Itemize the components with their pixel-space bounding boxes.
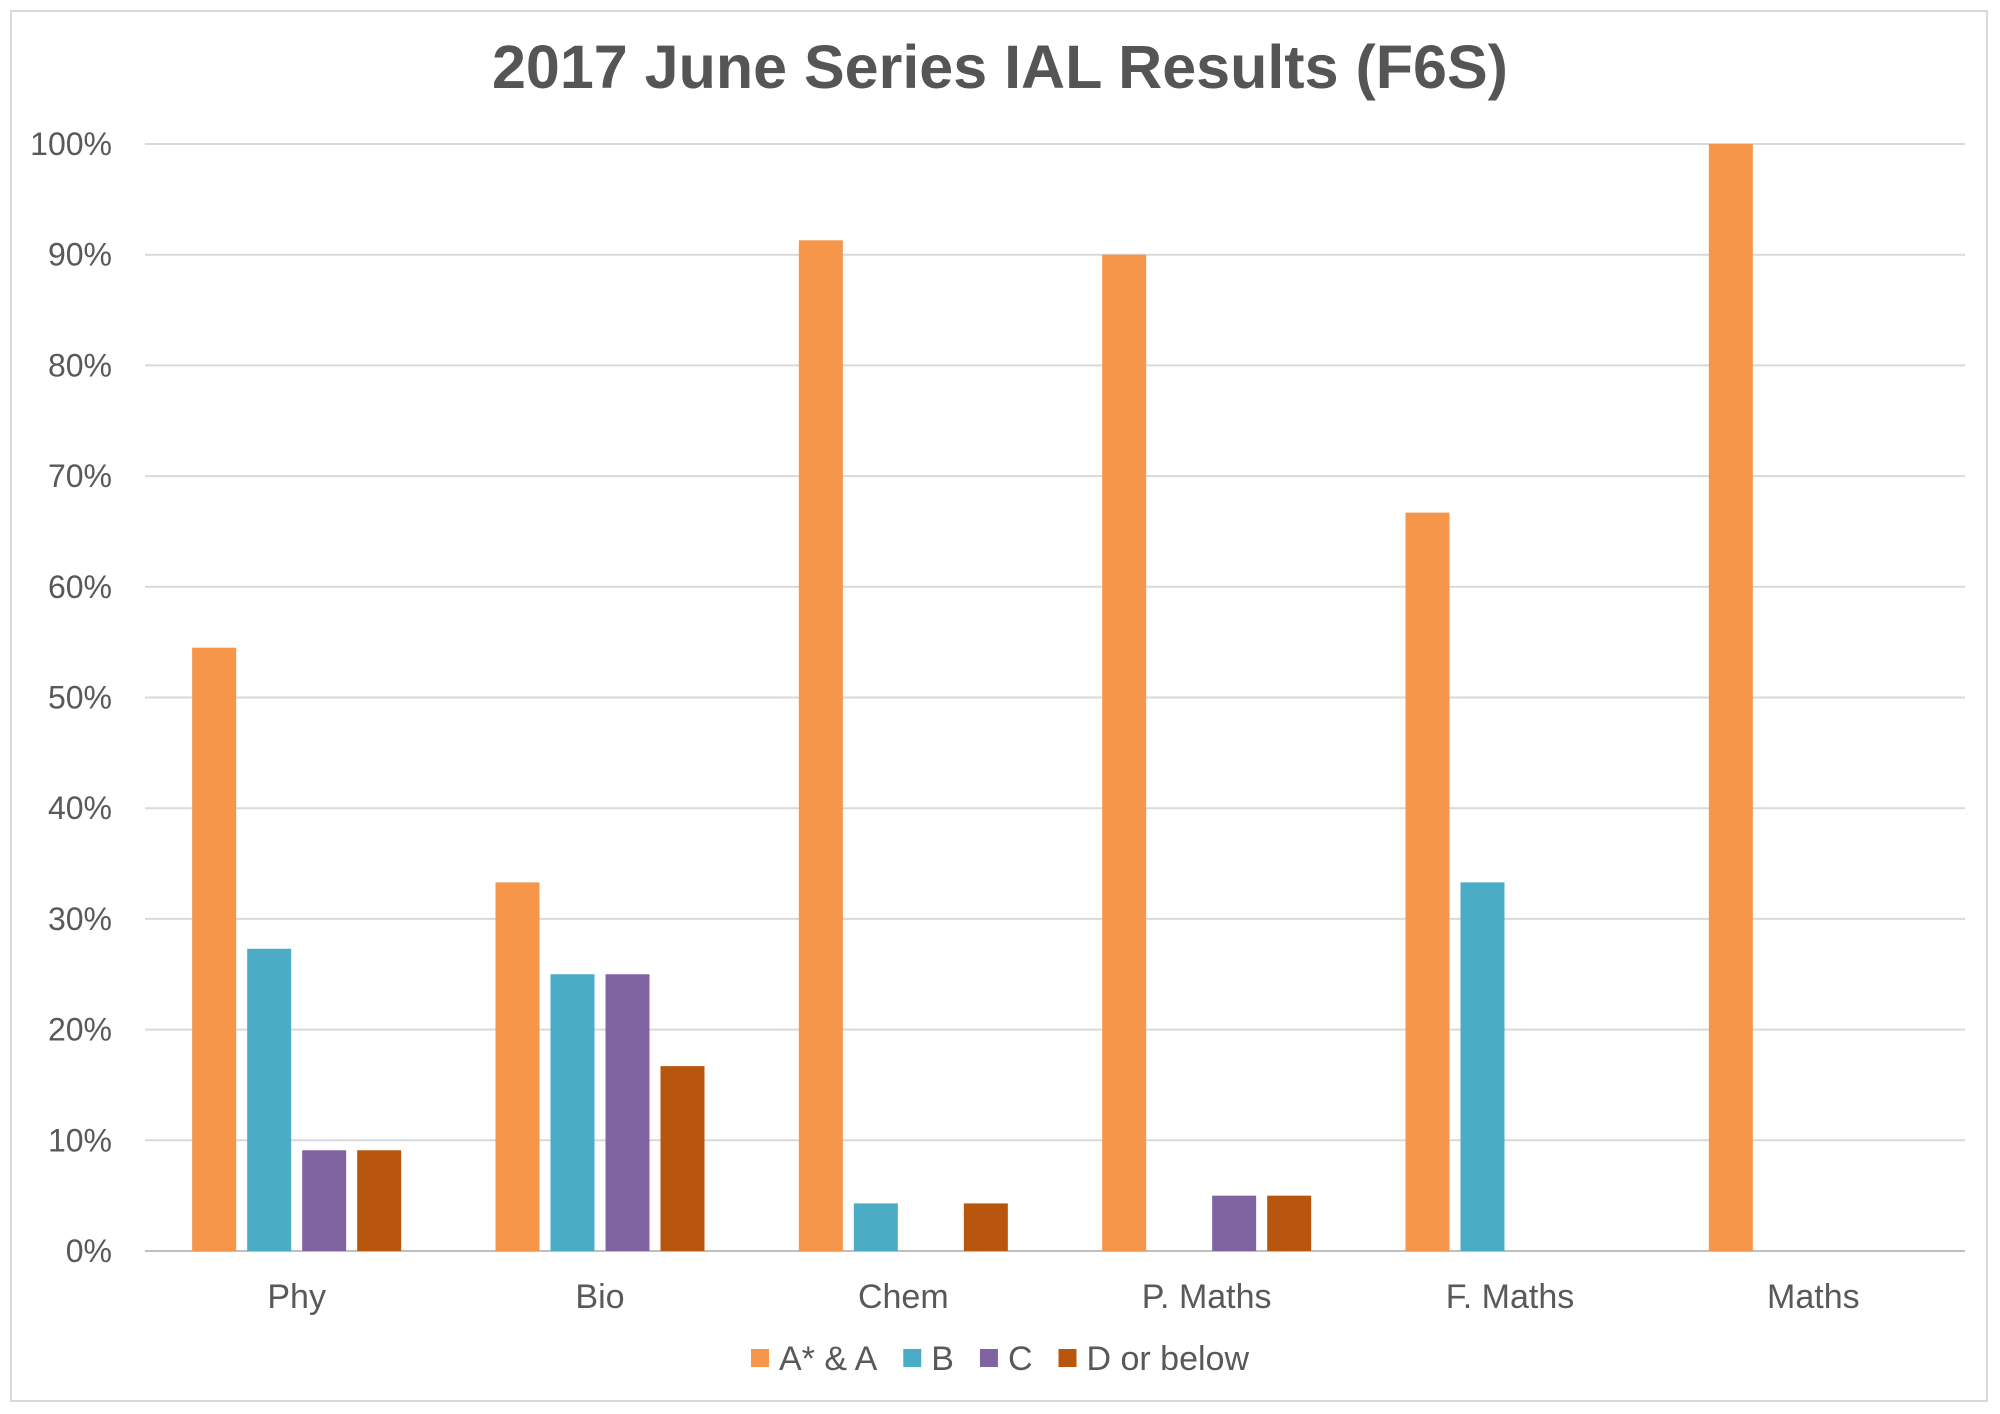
legend-swatch xyxy=(979,1349,998,1367)
legend-swatch xyxy=(1058,1349,1077,1367)
bar-chem-a-a xyxy=(798,240,843,1251)
bar-bio-d-or-below xyxy=(660,1066,705,1251)
x-category-label: Bio xyxy=(575,1278,624,1316)
legend-label: B xyxy=(931,1340,954,1378)
y-axis-ticks: 0% 10% 20% 30% 40% 50% 60% 70% 80% 90% 100% xyxy=(30,126,112,1269)
y-tick-label: 80% xyxy=(48,347,112,383)
x-category-label: P. Maths xyxy=(1142,1278,1272,1316)
bar-phy-a-a xyxy=(192,647,237,1251)
y-tick-label: 100% xyxy=(30,126,112,162)
x-category-label: F. Maths xyxy=(1446,1278,1574,1316)
bar-bio-b xyxy=(550,974,595,1251)
bar-f-maths-a-a xyxy=(1405,512,1450,1251)
y-tick-label: 20% xyxy=(48,1012,112,1048)
bar-phy-d-or-below xyxy=(357,1150,402,1251)
bar-bio-a-a xyxy=(495,882,540,1251)
legend: A* & A B C D or below xyxy=(750,1340,1250,1378)
x-category-label: Maths xyxy=(1767,1278,1860,1316)
legend-swatch xyxy=(750,1349,769,1367)
bar-f-maths-b xyxy=(1460,882,1505,1251)
bar-chem-d-or-below xyxy=(963,1203,1008,1251)
legend-label: A* & A xyxy=(779,1340,878,1378)
gridlines xyxy=(145,143,1965,1252)
bar-maths-a-a xyxy=(1708,144,1753,1251)
bar-chem-b xyxy=(853,1203,898,1251)
y-tick-label: 40% xyxy=(48,790,112,826)
y-tick-label: 90% xyxy=(48,237,112,273)
x-category-label: Phy xyxy=(267,1278,326,1316)
y-tick-label: 50% xyxy=(48,680,112,716)
legend-label: D or below xyxy=(1087,1340,1250,1378)
chart-title: 2017 June Series IAL Results (F6S) xyxy=(492,33,1508,101)
bar-bio-c xyxy=(605,974,650,1251)
bar-p-maths-c xyxy=(1212,1195,1257,1251)
y-tick-label: 60% xyxy=(48,569,112,605)
bar-phy-c xyxy=(302,1150,347,1251)
y-tick-label: 30% xyxy=(48,901,112,937)
x-category-label: Chem xyxy=(858,1278,949,1316)
bars xyxy=(192,144,1753,1251)
y-tick-label: 10% xyxy=(48,1122,112,1158)
bar-phy-b xyxy=(247,948,292,1251)
legend-label: C xyxy=(1008,1340,1033,1378)
legend-swatch xyxy=(903,1349,922,1367)
bar-p-maths-a-a xyxy=(1102,254,1147,1251)
y-tick-label: 0% xyxy=(66,1233,112,1269)
bar-p-maths-d-or-below xyxy=(1267,1195,1312,1251)
x-axis-categories: Phy Bio Chem P. Maths F. Maths Maths xyxy=(267,1278,1859,1316)
y-tick-label: 70% xyxy=(48,458,112,494)
